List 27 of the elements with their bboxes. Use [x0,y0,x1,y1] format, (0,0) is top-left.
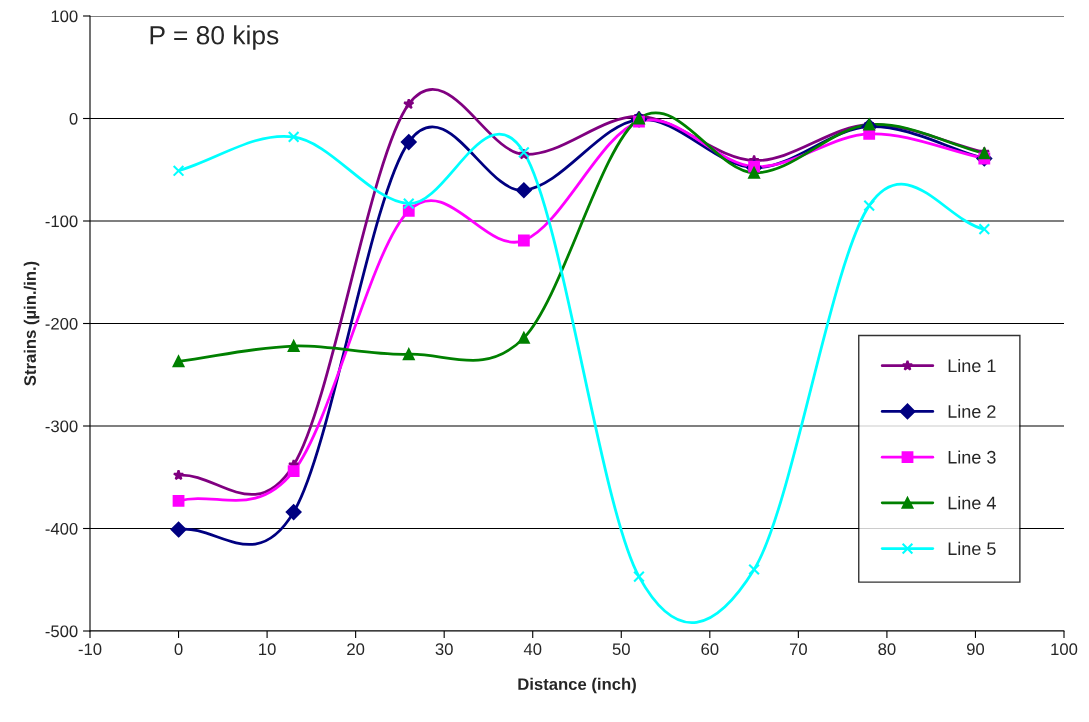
legend-label: Line 3 [948,450,996,464]
y-tick-label: -200 [45,317,78,330]
x-tick-label: 50 [612,643,630,656]
x-tick-label: 20 [347,643,365,656]
x-tick-label: 70 [789,643,807,656]
x-tick-label: 30 [435,643,453,656]
y-tick-label: -100 [45,215,78,228]
x-tick-label: 90 [966,643,985,656]
legend-label: Line 1 [948,358,996,373]
x-tick-label: 60 [701,643,719,656]
y-tick-label: -500 [45,625,78,638]
y-axis-title: Strains (µin./in.) [23,261,40,386]
legend-label: Line 4 [948,496,996,510]
y-tick-label: 100 [51,10,78,23]
x-tick-label: 40 [523,643,542,656]
x-tick-label: 10 [259,643,276,656]
y-tick-label: -300 [45,420,78,433]
legend-label: Line 5 [948,541,996,556]
x-tick-label: 80 [878,643,896,656]
x-tick-label: 0 [174,643,183,656]
legend-label: Line 2 [948,404,996,418]
y-tick-label: -400 [45,522,78,535]
annotation: P = 80 kips [150,25,279,50]
x-tick-label: -10 [78,643,102,656]
x-tick-label: 100 [1051,643,1078,656]
y-tick-label: 0 [69,112,78,125]
x-axis-title: Distance (inch) [518,677,636,694]
